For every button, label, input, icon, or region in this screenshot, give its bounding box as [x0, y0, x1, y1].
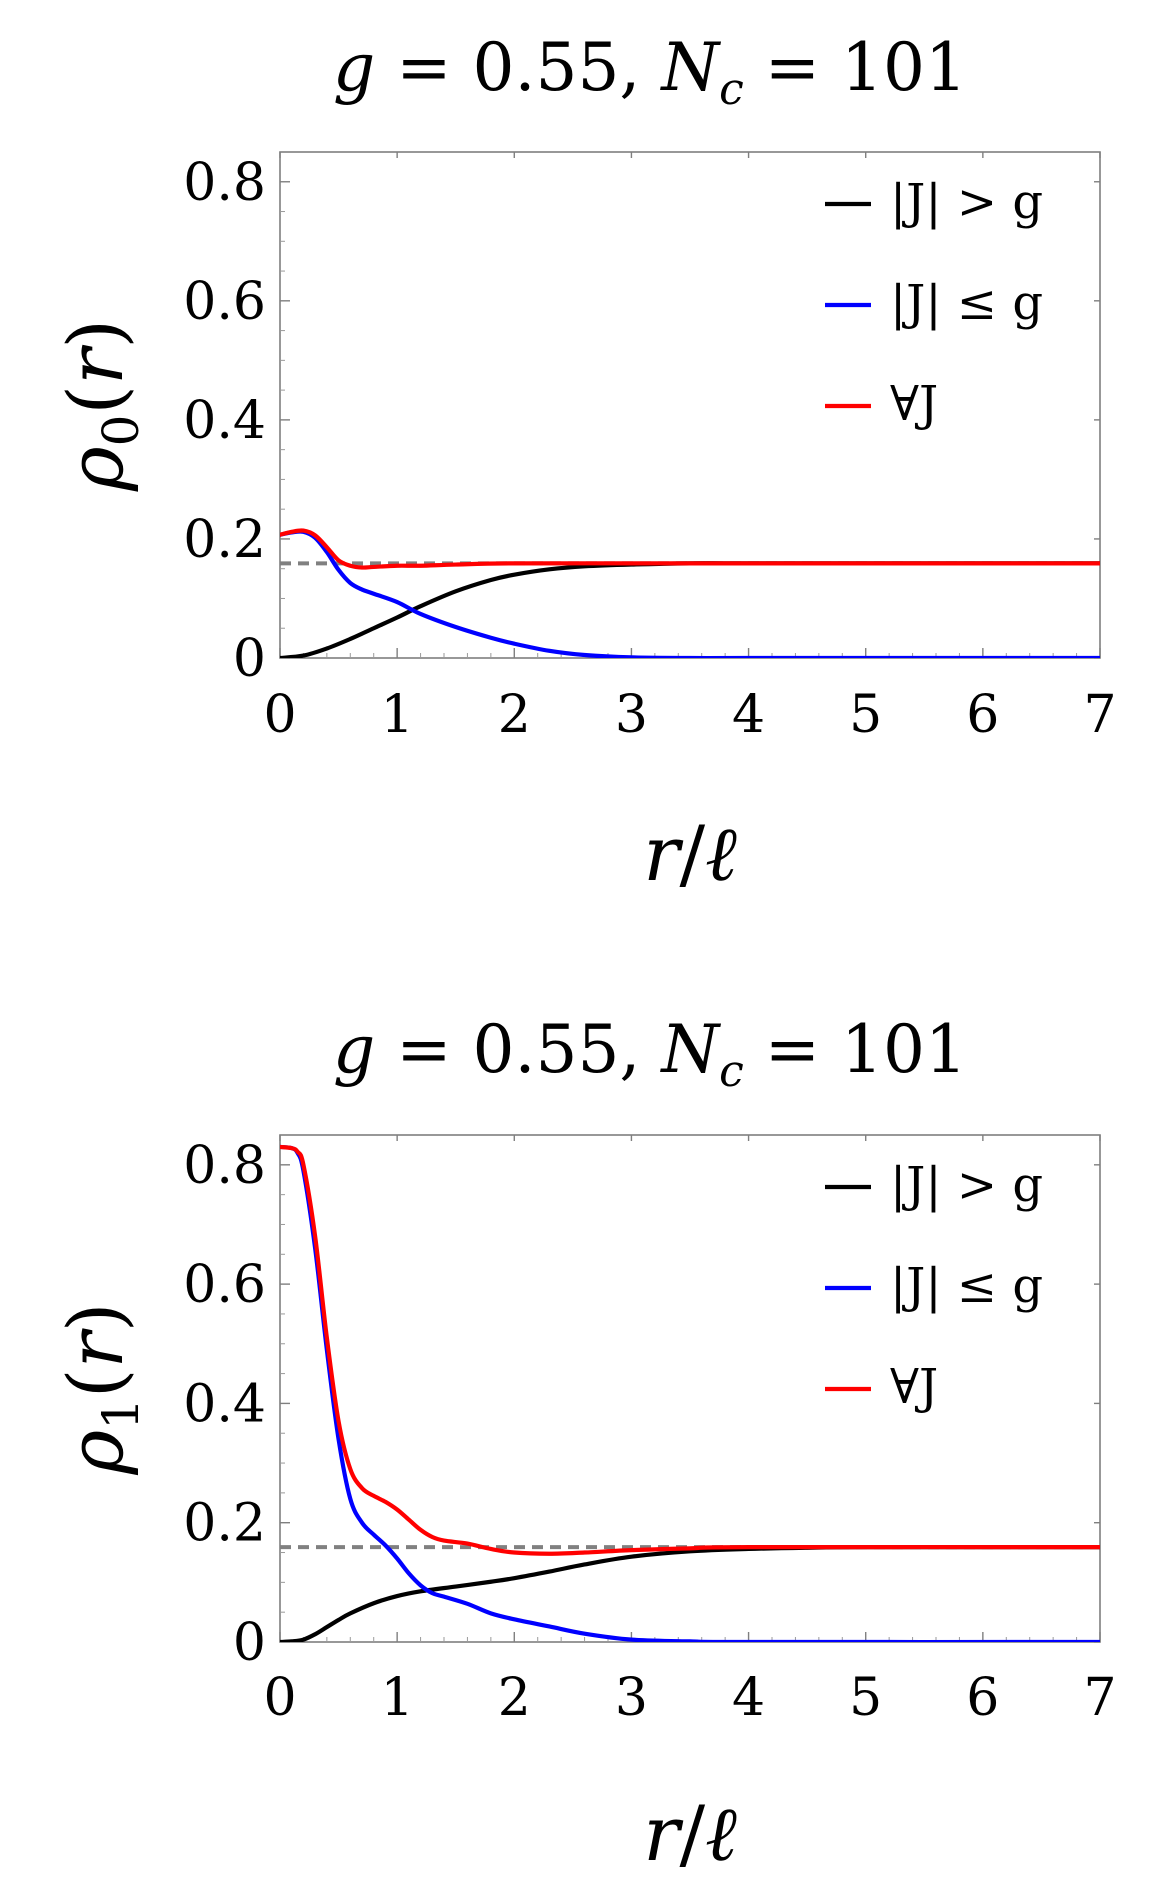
x-tick-label: 7	[1083, 685, 1116, 745]
y-label-sub: 1	[92, 1398, 150, 1430]
legend-label: |J| > g	[890, 174, 1043, 230]
x-axis-label: r/ℓ	[643, 1789, 737, 1878]
x-label-slash: /	[680, 1789, 706, 1878]
x-tick-label: 0	[263, 685, 296, 745]
x-label-r: r	[643, 1789, 684, 1878]
y-label-close-paren: )	[51, 319, 140, 349]
y-label-sub: 0	[92, 415, 150, 447]
title-n: N	[659, 29, 721, 106]
title-n: N	[659, 1011, 721, 1088]
x-label-ell: ℓ	[705, 1789, 737, 1878]
x-tick-label: 2	[498, 685, 531, 745]
title-eq2: = 101	[744, 29, 967, 106]
legend: |J| > g |J| ≤ g ∀J	[825, 1157, 1043, 1415]
series-line-all-j	[280, 1144, 1100, 1556]
y-label-r: r	[51, 1327, 140, 1368]
x-tick-label: 2	[498, 1668, 531, 1728]
y-tick-label: 0.8	[183, 153, 266, 213]
title-sub: c	[719, 1046, 744, 1097]
x-tick-label: 4	[732, 1668, 765, 1728]
y-axis-label: ρ0(r)	[51, 319, 150, 492]
y-tick-label: 0.4	[183, 1374, 266, 1434]
legend-label: ∀J	[890, 376, 938, 432]
legend: |J| > g |J| ≤ g ∀J	[825, 174, 1043, 432]
chart-title: g = 0.55, Nc = 101	[333, 29, 967, 115]
x-axis-label: r/ℓ	[643, 809, 737, 898]
x-tick-label: 7	[1083, 1668, 1116, 1728]
x-tick-label: 5	[849, 685, 882, 745]
title-sub: c	[719, 64, 744, 115]
x-tick-label: 6	[966, 1668, 999, 1728]
plot-area	[280, 1144, 1100, 1642]
x-tick-label: 4	[732, 685, 765, 745]
x-tick-label: 1	[381, 685, 414, 745]
title-g: g	[333, 1011, 375, 1088]
legend-label: |J| ≤ g	[890, 1258, 1043, 1314]
x-tick-label: 1	[381, 1668, 414, 1728]
series-line-j-leq-g	[280, 529, 1100, 658]
x-tick-label: 6	[966, 685, 999, 745]
title-eq1: = 0.55,	[375, 1011, 661, 1088]
y-label-r: r	[51, 344, 140, 385]
y-tick-label: 0.4	[183, 391, 266, 451]
series-line-j-leq-g	[280, 1144, 1100, 1642]
y-label-open-paren: (	[51, 385, 140, 415]
title-g: g	[333, 29, 375, 106]
y-axis-label: ρ1(r)	[51, 1302, 150, 1475]
title-eq2: = 101	[744, 1011, 967, 1088]
plot-area	[280, 528, 1100, 658]
y-tick-label: 0.8	[183, 1136, 266, 1196]
y-tick-label: 0.2	[183, 510, 266, 570]
legend-label: ∀J	[890, 1359, 938, 1415]
y-label-rho: ρ	[51, 446, 140, 492]
y-tick-label: 0.6	[183, 272, 266, 332]
legend-label: |J| ≤ g	[890, 275, 1043, 331]
x-tick-label: 3	[615, 1668, 648, 1728]
series-line-j-greater-g	[280, 1545, 1100, 1642]
y-tick-label: 0	[233, 1613, 266, 1673]
y-label-rho: ρ	[51, 1430, 140, 1476]
x-label-slash: /	[680, 809, 706, 898]
x-tick-label: 0	[263, 1668, 296, 1728]
chart-panel-1: 0 1 2 3 4 5 6 7 0 0.2 0.4 0.6 0.8 |J| > g |J| ≤ g ∀J g =…	[51, 1011, 1117, 1878]
chart-title: g = 0.55, Nc = 101	[333, 1011, 967, 1097]
y-tick-label: 0	[233, 629, 266, 689]
x-tick-label: 5	[849, 1668, 882, 1728]
chart-panel-0: 0 1 2 3 4 5 6 7 0 0.2 0.4 0.6 0.8 |J| > g |J| ≤ g ∀J g =…	[51, 29, 1117, 898]
y-tick-label: 0.2	[183, 1494, 266, 1554]
y-label-open-paren: (	[51, 1368, 140, 1398]
title-eq1: = 0.55,	[375, 29, 661, 106]
legend-label: |J| > g	[890, 1157, 1043, 1213]
y-tick-label: 0.6	[183, 1255, 266, 1315]
series-line-all-j	[280, 528, 1100, 570]
x-tick-label: 3	[615, 685, 648, 745]
series-line-j-greater-g	[280, 561, 1100, 658]
x-label-r: r	[643, 809, 684, 898]
x-label-ell: ℓ	[705, 809, 737, 898]
y-label-close-paren: )	[51, 1302, 140, 1332]
